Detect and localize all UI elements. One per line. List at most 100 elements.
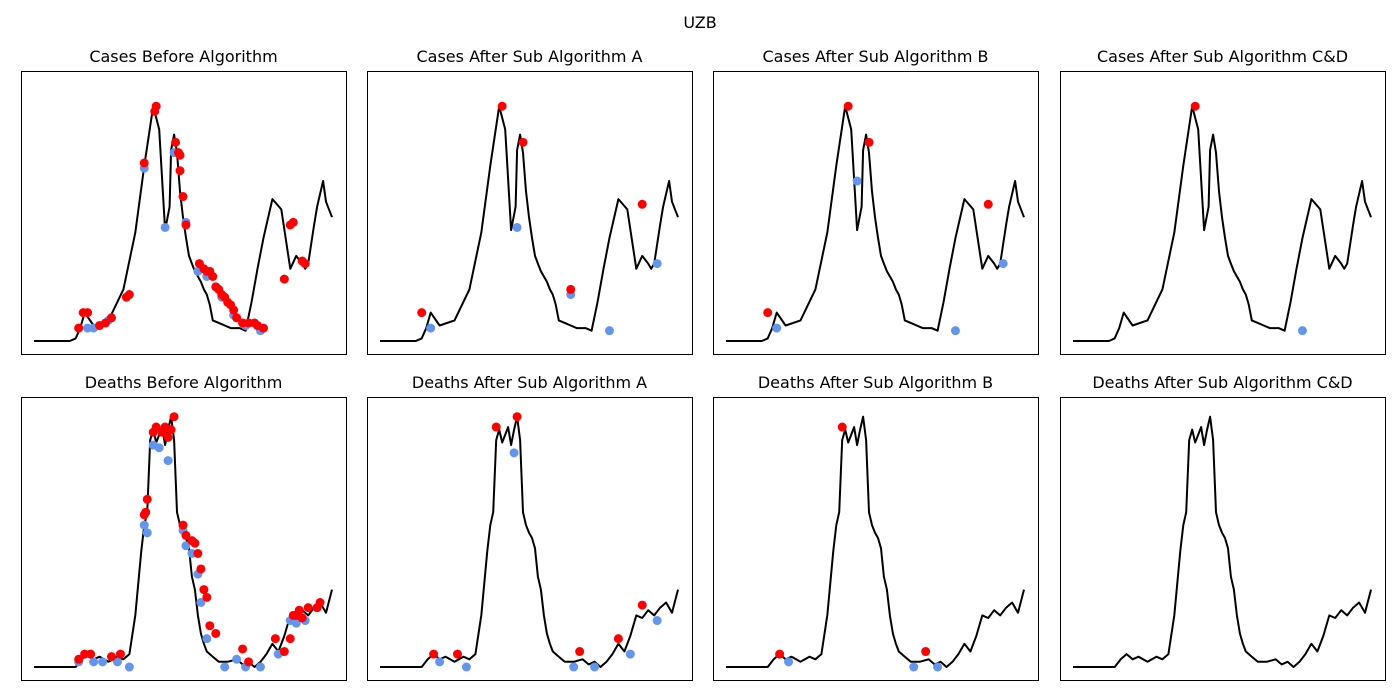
peak-marker xyxy=(139,158,149,168)
peak-marker xyxy=(106,313,116,323)
subplot-1: Cases Before Algorithm xyxy=(21,47,347,355)
peak-marker xyxy=(142,494,152,504)
trough-marker xyxy=(652,259,662,269)
series-line xyxy=(1073,415,1372,668)
subplot-8: Deaths After Sub Algorithm C&D xyxy=(1060,373,1386,681)
peak-marker xyxy=(86,649,96,659)
peak-marker xyxy=(106,652,116,662)
trough-marker xyxy=(652,616,662,626)
trough-marker xyxy=(950,326,960,336)
trough-marker xyxy=(89,657,99,667)
axes-frame xyxy=(713,397,1039,681)
subplot-5: Deaths Before Algorithm xyxy=(21,373,347,681)
trough-marker xyxy=(139,520,149,530)
peak-marker xyxy=(497,101,507,111)
trough-marker xyxy=(142,528,152,538)
peak-marker xyxy=(258,323,268,333)
peak-marker xyxy=(288,217,298,227)
peak-marker xyxy=(74,323,84,333)
axes-frame xyxy=(21,397,347,681)
trough-marker xyxy=(220,662,230,672)
series-line xyxy=(1073,105,1372,342)
trough-marker xyxy=(784,657,794,667)
peak-marker xyxy=(74,654,84,664)
trough-marker xyxy=(196,598,206,607)
peak-marker xyxy=(512,412,522,422)
peak-marker xyxy=(232,313,242,323)
peak-marker xyxy=(238,644,248,654)
peak-marker xyxy=(270,634,280,644)
peak-marker xyxy=(763,308,773,318)
peak-marker xyxy=(294,605,304,615)
axes-frame xyxy=(713,71,1039,355)
trough-marker xyxy=(98,657,108,667)
peak-marker xyxy=(613,634,623,644)
peak-marker xyxy=(417,308,427,318)
trough-marker xyxy=(232,654,242,664)
peak-marker xyxy=(171,137,181,147)
axes-frame xyxy=(367,71,693,355)
peak-marker xyxy=(115,649,125,659)
peak-marker xyxy=(429,649,439,659)
peak-marker xyxy=(196,564,206,574)
peak-marker xyxy=(151,101,161,111)
subplot-title: Deaths After Sub Algorithm C&D xyxy=(1092,373,1352,392)
axes-frame xyxy=(1060,397,1386,681)
peak-marker xyxy=(208,272,218,281)
peak-marker xyxy=(285,634,295,644)
peak-marker xyxy=(566,284,576,294)
trough-marker xyxy=(154,443,164,453)
peak-marker xyxy=(202,592,212,602)
peak-marker xyxy=(452,649,462,659)
peak-marker xyxy=(279,647,289,657)
trough-marker xyxy=(112,657,122,667)
peak-marker xyxy=(163,432,173,442)
trough-marker xyxy=(435,657,445,667)
subplot-title: Deaths After Sub Algorithm A xyxy=(412,373,647,392)
subplot-grid: Cases Before Algorithm Cases After Sub Al… xyxy=(21,47,1386,681)
peak-marker xyxy=(151,422,161,432)
peak-marker xyxy=(244,657,254,667)
peak-marker xyxy=(141,507,151,517)
trough-marker xyxy=(202,634,212,644)
trough-marker xyxy=(124,662,134,672)
trough-marker xyxy=(181,541,191,551)
trough-marker xyxy=(291,618,301,628)
peak-marker xyxy=(775,649,785,659)
trough-marker xyxy=(772,323,782,333)
trough-marker xyxy=(160,222,170,232)
series-line xyxy=(34,415,333,668)
peak-marker xyxy=(178,192,188,202)
trough-marker xyxy=(255,662,265,672)
series-line xyxy=(726,105,1025,342)
trough-marker xyxy=(569,662,579,672)
subplot-title: Deaths After Sub Algorithm B xyxy=(758,373,993,392)
peak-marker xyxy=(315,598,325,607)
trough-marker xyxy=(852,176,862,186)
peak-marker xyxy=(575,647,585,657)
trough-marker xyxy=(998,259,1008,269)
subplot-title: Cases After Sub Algorithm C&D xyxy=(1097,47,1348,66)
subplot-7: Deaths After Sub Algorithm B xyxy=(713,373,1039,681)
peak-marker xyxy=(175,166,185,176)
trough-marker xyxy=(1297,326,1307,336)
peak-marker xyxy=(637,199,647,209)
trough-marker xyxy=(604,326,614,336)
trough-marker xyxy=(909,662,919,672)
peak-marker xyxy=(637,600,647,610)
peak-marker xyxy=(843,101,853,111)
peak-marker xyxy=(181,530,191,540)
figure-title: UZB xyxy=(683,13,716,32)
peak-marker xyxy=(199,585,209,595)
axes-frame xyxy=(21,71,347,355)
peak-marker xyxy=(921,647,931,657)
peak-marker xyxy=(190,538,200,548)
trough-marker xyxy=(461,662,471,672)
trough-marker xyxy=(590,662,600,672)
series-line xyxy=(380,105,679,342)
peak-marker xyxy=(300,259,310,269)
axes-frame xyxy=(367,397,693,681)
peak-marker xyxy=(518,137,528,147)
series-line xyxy=(34,105,333,342)
